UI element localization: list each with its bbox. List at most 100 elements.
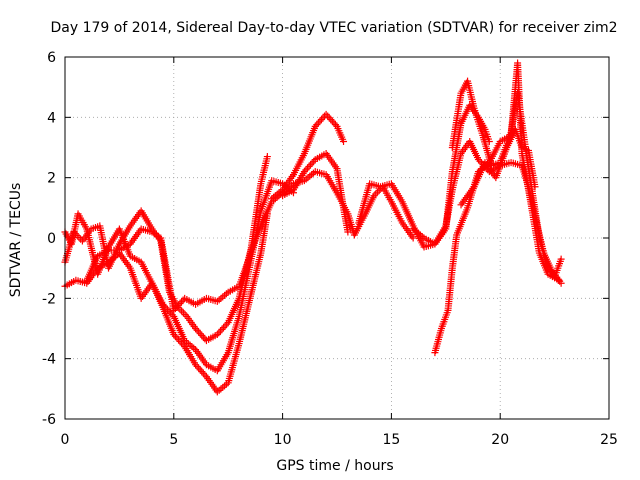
y-tick-label: 4 bbox=[47, 110, 56, 126]
trace-marker bbox=[276, 179, 284, 187]
trace-marker bbox=[257, 182, 265, 190]
trace-marker bbox=[331, 121, 339, 129]
trace-marker bbox=[502, 146, 510, 154]
trace-marker bbox=[302, 166, 310, 174]
trace-marker bbox=[176, 300, 184, 308]
trace-marker bbox=[256, 251, 264, 259]
trace-marker bbox=[307, 161, 315, 169]
trace-marker bbox=[397, 196, 405, 204]
trace-marker bbox=[190, 344, 198, 352]
trace-marker bbox=[310, 124, 318, 132]
series-arc-11 bbox=[431, 59, 563, 357]
trace-marker bbox=[535, 247, 543, 255]
trace-marker bbox=[470, 102, 478, 110]
trace-marker bbox=[180, 335, 188, 343]
trace-marker bbox=[330, 119, 338, 127]
trace-marker bbox=[190, 322, 198, 330]
trace-marker bbox=[233, 283, 241, 291]
y-tick-label: 6 bbox=[47, 50, 56, 66]
trace-marker bbox=[473, 154, 481, 162]
trace-marker bbox=[199, 333, 207, 341]
trace-marker bbox=[223, 351, 231, 359]
x-axis-label: GPS time / hours bbox=[276, 458, 393, 474]
trace-marker bbox=[299, 152, 307, 160]
trace-marker bbox=[155, 232, 163, 240]
trace-marker bbox=[267, 200, 275, 208]
trace-marker bbox=[82, 223, 90, 231]
trace-marker bbox=[171, 305, 179, 313]
trace-marker bbox=[195, 364, 203, 372]
trace-marker bbox=[298, 177, 306, 185]
trace-marker bbox=[526, 196, 534, 204]
trace-marker bbox=[543, 268, 551, 276]
trace-marker bbox=[164, 306, 172, 314]
trace-marker bbox=[343, 208, 351, 216]
trace-marker bbox=[218, 325, 226, 333]
trace-marker bbox=[221, 322, 229, 330]
trace-marker bbox=[211, 332, 219, 340]
trace-marker bbox=[480, 123, 488, 131]
x-tick-label: 25 bbox=[600, 432, 618, 448]
trace-marker bbox=[173, 303, 181, 311]
grid-lines bbox=[65, 57, 609, 419]
trace-marker bbox=[86, 227, 94, 235]
trace-marker bbox=[216, 327, 224, 335]
trace-marker bbox=[201, 359, 209, 367]
trace-marker bbox=[125, 224, 133, 232]
trace-marker bbox=[199, 369, 207, 377]
trace-marker bbox=[113, 246, 121, 254]
trace-marker bbox=[328, 117, 336, 125]
trace-marker bbox=[211, 366, 219, 374]
trace-marker bbox=[339, 135, 347, 143]
trace-marker bbox=[256, 209, 264, 217]
trace-marker bbox=[136, 227, 144, 235]
trace-marker bbox=[234, 342, 242, 350]
trace-marker bbox=[200, 296, 208, 304]
trace-marker bbox=[124, 241, 132, 249]
trace-marker bbox=[343, 226, 351, 234]
trace-marker bbox=[211, 297, 219, 305]
trace-marker bbox=[386, 196, 394, 204]
x-tick-label: 10 bbox=[274, 432, 292, 448]
series-arc-2 bbox=[61, 177, 297, 375]
trace-marker bbox=[135, 257, 143, 265]
trace-marker bbox=[245, 296, 253, 304]
trace-marker bbox=[303, 164, 311, 172]
trace-marker bbox=[531, 180, 539, 188]
trace-marker bbox=[181, 311, 189, 319]
trace-marker bbox=[553, 275, 561, 283]
trace-marker bbox=[171, 332, 179, 340]
trace-marker bbox=[408, 232, 416, 240]
trace-marker bbox=[437, 327, 445, 335]
trace-marker bbox=[517, 141, 525, 149]
trace-marker bbox=[147, 223, 155, 231]
trace-marker bbox=[319, 114, 327, 122]
trace-marker bbox=[476, 157, 484, 165]
trace-marker bbox=[419, 241, 427, 249]
trace-marker bbox=[245, 254, 253, 262]
trace-marker bbox=[310, 157, 318, 165]
trace-marker bbox=[201, 371, 209, 379]
trace-marker bbox=[168, 311, 176, 319]
trace-marker bbox=[190, 359, 198, 367]
series-arc-4 bbox=[83, 153, 271, 314]
trace-marker bbox=[93, 254, 101, 262]
trace-marker bbox=[196, 330, 204, 338]
trace-marker bbox=[456, 152, 464, 160]
trace-marker bbox=[267, 179, 275, 187]
data-point bbox=[322, 110, 330, 118]
trace-marker bbox=[320, 151, 328, 159]
trace-marker bbox=[222, 380, 230, 388]
trace-marker bbox=[193, 326, 201, 334]
x-tick-label: 20 bbox=[491, 432, 509, 448]
trace-marker bbox=[418, 232, 426, 240]
trace-marker bbox=[314, 119, 322, 127]
trace-marker bbox=[452, 233, 460, 241]
trace-marker bbox=[327, 115, 335, 123]
y-tick-label: 2 bbox=[47, 171, 56, 187]
series-arc-5 bbox=[268, 110, 348, 203]
trace-marker bbox=[288, 181, 296, 189]
axis-ticks: 0 5 10 15 20 25 -6 -4 -2 0 2 4 6 bbox=[42, 50, 618, 448]
trace-marker bbox=[165, 307, 173, 315]
